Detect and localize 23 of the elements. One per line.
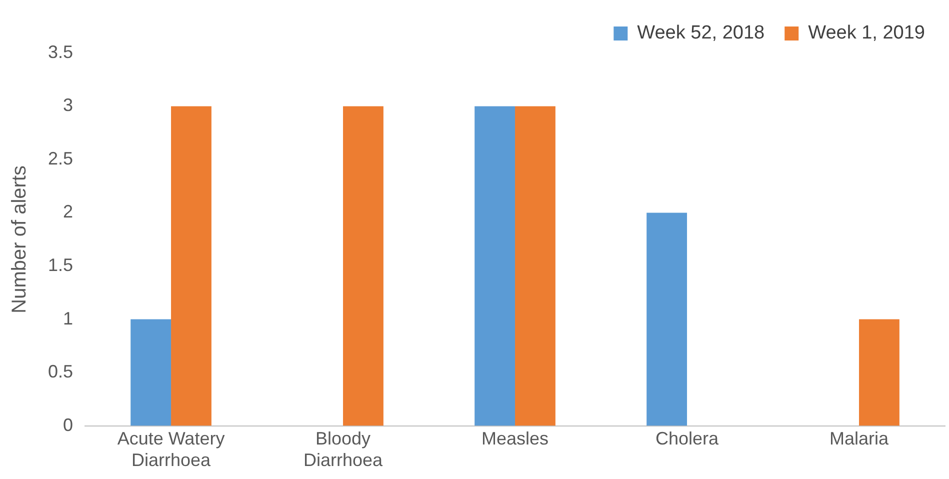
bar: [515, 106, 556, 426]
bar: [343, 106, 384, 426]
x-tick-label: Bloody Diarrhoea: [303, 428, 384, 470]
x-tick-label: Cholera: [655, 428, 720, 449]
y-tick-label: 0: [63, 414, 74, 435]
y-tick-label: 3.5: [48, 42, 74, 62]
y-axis-title: Number of alerts: [8, 165, 31, 314]
bar: [474, 106, 516, 426]
y-tick-label: 3: [63, 95, 74, 116]
x-tick-label: Malaria: [829, 428, 890, 449]
y-tick-label: 1: [63, 308, 74, 328]
y-tick-label: 2.5: [48, 148, 74, 168]
legend-label: Week 52, 2018: [637, 22, 765, 44]
bar: [130, 319, 172, 426]
x-tick-label: Acute Watery Diarrhoea: [117, 428, 225, 470]
x-tick-label: Measles: [481, 428, 549, 449]
bar: [171, 106, 212, 426]
bar: [859, 319, 900, 426]
legend-label: Week 1, 2019: [808, 22, 926, 44]
y-tick-label: 0.5: [48, 362, 74, 382]
y-tick-label: 2: [63, 202, 74, 222]
y-tick-label: 1.5: [48, 254, 74, 275]
bar: [646, 212, 688, 426]
